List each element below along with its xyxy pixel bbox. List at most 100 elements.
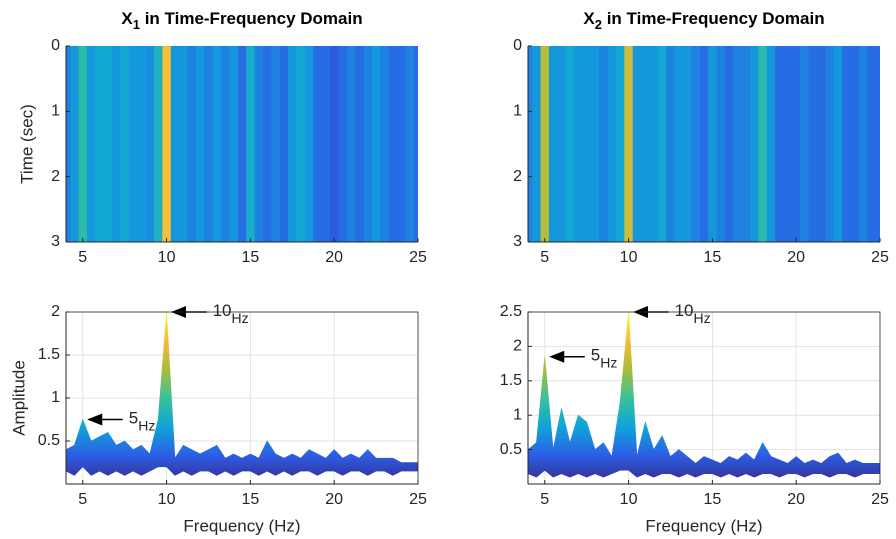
y-tick-label: 2 [51,168,60,185]
heat-cell [195,46,205,242]
heat-cell [78,46,88,242]
heat-cell [532,46,542,242]
heat-cell [607,46,617,242]
amplitude-band [66,312,418,476]
heat-cell [86,46,96,242]
heat-cell [254,46,264,242]
x-tick-label: 15 [703,249,721,266]
heat-cell [187,46,197,242]
annotation: 10Hz [675,301,711,325]
heat-cell [95,46,105,242]
annotation-subscript: Hz [138,417,155,433]
heat-cell [590,46,600,242]
annotation-label: 10 [675,301,694,320]
chart-title: X2 in Time-Frequency Domain [583,9,824,32]
annotation: 10Hz [213,301,249,325]
heat-cell [154,46,163,242]
heat-cell [330,46,339,242]
heat-cell [246,46,256,242]
x-tick-label: 5 [78,249,87,266]
x-tick-label: 15 [241,491,259,508]
heat-cell [548,46,558,242]
heat-cell [867,46,877,242]
heat-cell [120,46,130,242]
heat-cell [70,46,80,242]
x-tick-label: 20 [787,249,805,266]
heat-cell [817,46,827,242]
heat-cell [808,46,818,242]
heat-cell [758,46,768,242]
heat-cell [296,46,306,242]
heat-cell [321,46,331,242]
x-tick-label: 10 [158,249,176,266]
heat-cell [666,46,676,242]
heat-cell [574,46,583,242]
amplitude-band [528,312,880,478]
annotation-subscript: Hz [231,310,248,326]
y-tick-label: 0.5 [38,432,60,449]
heat-cell [388,46,398,242]
heat-cell [641,46,651,242]
y-tick-label: 0 [51,37,60,54]
x-tick-label: 10 [620,249,638,266]
heat-cell [733,46,743,242]
y-tick-label: 0.5 [500,441,522,458]
heat-cell [691,46,701,242]
heat-cell [179,46,189,242]
heat-cell [750,46,759,242]
heat-cell [783,46,793,242]
plot [528,46,880,242]
plot [66,312,418,484]
y-tick-label: 1 [51,389,60,406]
chart-title: X1 in Time-Frequency Domain [121,9,362,32]
x-tick-label: 10 [620,491,638,508]
plot [66,46,418,242]
heat-cell [271,46,281,242]
heat-cell [859,46,868,242]
heat-cell [741,46,751,242]
x-tick-label: 5 [540,249,549,266]
heat-cell [313,46,323,242]
heat-cell [103,46,113,242]
heat-cell [413,46,418,242]
x-axis-label: Frequency (Hz) [645,516,762,535]
y-tick-label: 3 [513,233,522,250]
x-tick-label: 5 [540,491,549,508]
heat-cell [112,46,121,242]
title-main: X [583,9,595,28]
heat-cell [371,46,381,242]
y-tick-label: 1 [513,406,522,423]
heat-cell [221,46,230,242]
heat-cell [355,46,365,242]
x-tick-label: 25 [409,249,427,266]
heat-cell [724,46,734,242]
heat-cell [363,46,373,242]
x-tick-label: 5 [78,491,87,508]
y-axis-label: Time (sec) [17,104,36,184]
annotation-subscript: Hz [600,354,617,370]
heat-cell [170,46,180,242]
heat-cell [875,46,880,242]
annotation: 5Hz [591,346,618,370]
heat-cell [346,46,356,242]
heat-cell [212,46,222,242]
heat-cell [237,46,247,242]
heat-cell [825,46,835,242]
x-tick-label: 10 [158,491,176,508]
heat-cell [145,46,155,242]
heat-cell [279,46,289,242]
heat-cell [582,46,592,242]
title-subscript: 2 [595,17,602,32]
y-tick-label: 0 [513,37,522,54]
annotation-subscript: Hz [693,310,710,326]
title-main: X [121,9,133,28]
heat-cell [649,46,659,242]
y-tick-label: 1.5 [38,346,60,363]
heat-cell [162,46,172,242]
title-subscript: 1 [133,17,140,32]
y-tick-label: 2 [51,303,60,320]
annotation-label: 5 [591,346,600,365]
annotation-label: 5 [129,409,138,428]
x-axis-label: Frequency (Hz) [183,516,300,535]
